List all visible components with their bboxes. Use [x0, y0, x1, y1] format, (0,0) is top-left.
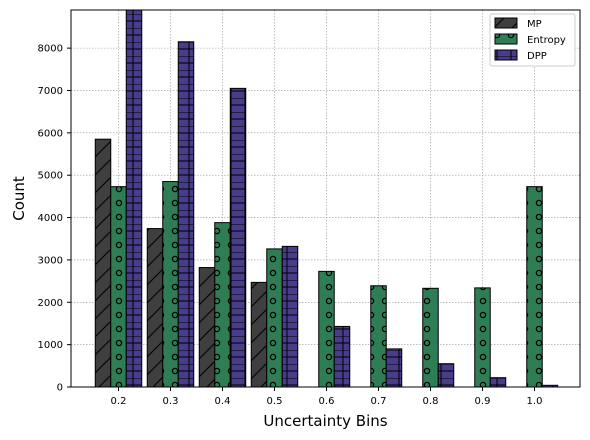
bar-entropy-0.6: [318, 270, 335, 388]
bar-entropy-0.9: [474, 287, 491, 388]
x-tick-label: 0.2: [111, 396, 127, 407]
y-tick-label: 0: [57, 383, 63, 394]
bar-entropy-0.7: [370, 285, 387, 388]
legend-label-mp: MP: [527, 19, 542, 30]
y-tick-label: 4000: [38, 213, 63, 224]
bar-entropy-0.8: [422, 287, 439, 388]
bar-dpp-0.3: [177, 41, 195, 388]
bar-mp-0.5: [250, 281, 268, 388]
x-tick-label: 0.8: [423, 396, 439, 407]
bar-entropy-0.5: [266, 248, 283, 388]
x-axis-label: Uncertainty Bins: [263, 412, 387, 430]
y-tick-label: 7000: [38, 86, 63, 97]
y-tick-label: 1000: [38, 340, 63, 351]
y-tick-label: 5000: [38, 171, 63, 182]
bar-dpp-0.8: [437, 363, 455, 388]
bar-dpp-0.5: [281, 245, 299, 388]
x-tick-label: 0.3: [163, 396, 179, 407]
legend-label-entropy: Entropy: [527, 35, 566, 46]
bar-entropy-1.0: [526, 186, 543, 388]
bars: [94, 9, 559, 388]
bar-entropy-0.3: [162, 181, 179, 388]
legend-swatch-entropy: [494, 33, 518, 45]
x-tick-label: 0.4: [215, 396, 231, 407]
bar-entropy-0.4: [214, 222, 231, 388]
x-tick-label: 0.6: [319, 396, 335, 407]
x-tick-label: 0.5: [267, 396, 283, 407]
y-tick-label: 3000: [38, 255, 63, 266]
bar-dpp-0.9: [489, 377, 507, 388]
x-tick-label: 0.7: [371, 396, 387, 407]
bar-entropy-0.2: [110, 186, 127, 388]
bar-mp-0.4: [198, 267, 216, 388]
legend-swatch-dpp: [494, 49, 518, 61]
bar-mp-0.3: [146, 228, 164, 388]
legend-label-dpp: DPP: [527, 51, 547, 62]
legend: MP Entropy DPP: [489, 13, 576, 67]
bar-dpp-0.4: [229, 87, 247, 388]
bar-dpp-0.7: [385, 348, 403, 388]
y-tick-label: 8000: [38, 44, 63, 55]
y-axis-label: Count: [10, 176, 28, 221]
x-tick-label: 0.9: [475, 396, 491, 407]
plot-frame: [70, 9, 581, 388]
bar-dpp-0.6: [333, 325, 351, 388]
bar-mp-0.2: [94, 138, 112, 388]
y-tick-label: 2000: [38, 298, 63, 309]
bar-dpp-0.2: [125, 9, 143, 388]
x-tick-label: 1.0: [527, 396, 543, 407]
ticks: 0.2 0.3 0.4 0.5 0.6 0.7 0.8 0.9 1.0 0 1000 2000 3000…: [38, 44, 543, 407]
y-tick-label: 6000: [38, 128, 63, 139]
legend-swatch-mp: [494, 17, 518, 29]
